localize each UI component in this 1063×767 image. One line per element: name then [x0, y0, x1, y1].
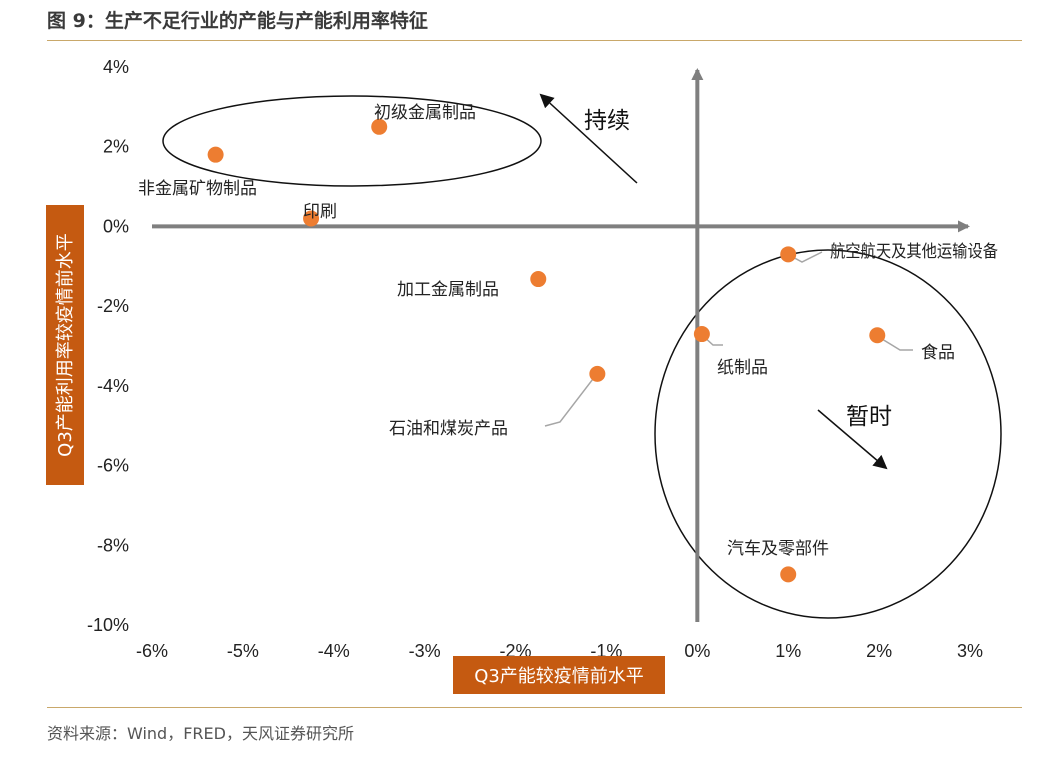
x-axis-title: Q3产能较疫情前水平 — [474, 666, 644, 687]
x-axis-title-box — [453, 656, 665, 694]
label-paper: 纸制品 — [717, 358, 768, 378]
y-tick-label: -2% — [97, 296, 129, 316]
data-point — [693, 326, 710, 343]
temporary-arrow — [817, 409, 888, 470]
data-point — [780, 566, 797, 583]
label-food: 食品 — [921, 343, 955, 363]
y-axis-title-box — [46, 205, 84, 485]
y-tick-label: 2% — [103, 137, 129, 157]
bottom-divider — [47, 707, 1022, 708]
label-fabricated-metals: 加工金属制品 — [397, 280, 499, 300]
data-point — [589, 365, 606, 382]
data-point — [207, 146, 224, 163]
label-primary-metals: 初级金属制品 — [374, 103, 476, 123]
persistent-arrow — [539, 93, 638, 184]
source-note: 资料来源：Wind，FRED，天风证券研究所 — [47, 724, 354, 743]
y-tick-label: -8% — [97, 535, 129, 555]
x-tick-label: -6% — [136, 641, 168, 661]
x-tick-label: 2% — [866, 641, 892, 661]
y-tick-label: -4% — [97, 376, 129, 396]
y-tick-label: -6% — [97, 456, 129, 476]
data-point — [303, 210, 320, 227]
data-points — [207, 118, 886, 583]
x-tick-label: 1% — [775, 641, 801, 661]
top-divider — [47, 40, 1022, 41]
figure-title: 图 9：生产不足行业的产能与产能利用率特征 — [47, 10, 428, 32]
leader-lines — [544, 251, 913, 427]
persistent-group-ellipse — [162, 95, 542, 187]
label-printing: 印刷 — [303, 202, 337, 222]
x-tick-label: 3% — [957, 641, 983, 661]
y-axis-title: Q3产能利用率较疫情前水平 — [55, 233, 76, 457]
label-aerospace: 航空航天及其他运输设备 — [830, 242, 998, 262]
temporary-group-ellipse — [654, 249, 1002, 619]
persistent-annotation: 持续 — [584, 108, 630, 134]
y-tick-labels: 4% 2% 0% -2% -4% -6% -8% -10% — [87, 57, 129, 635]
data-point — [371, 118, 388, 135]
x-tick-label: -3% — [409, 641, 441, 661]
data-point — [869, 327, 886, 344]
y-tick-label: -10% — [87, 615, 129, 635]
y-tick-label: 4% — [103, 57, 129, 77]
y-tick-label: 0% — [103, 216, 129, 236]
temporary-annotation: 暂时 — [846, 404, 892, 430]
label-nonmetal-minerals: 非金属矿物制品 — [138, 179, 257, 199]
data-point — [780, 246, 797, 263]
x-tick-label: 0% — [684, 641, 710, 661]
x-tick-label: -5% — [227, 641, 259, 661]
label-petroleum-coal: 石油和煤炭产品 — [389, 419, 508, 439]
leader-line-petroleum — [544, 374, 597, 427]
data-point — [530, 271, 547, 288]
x-tick-label: -4% — [318, 641, 350, 661]
label-auto-parts: 汽车及零部件 — [727, 539, 829, 559]
leader-line-food — [876, 335, 913, 351]
